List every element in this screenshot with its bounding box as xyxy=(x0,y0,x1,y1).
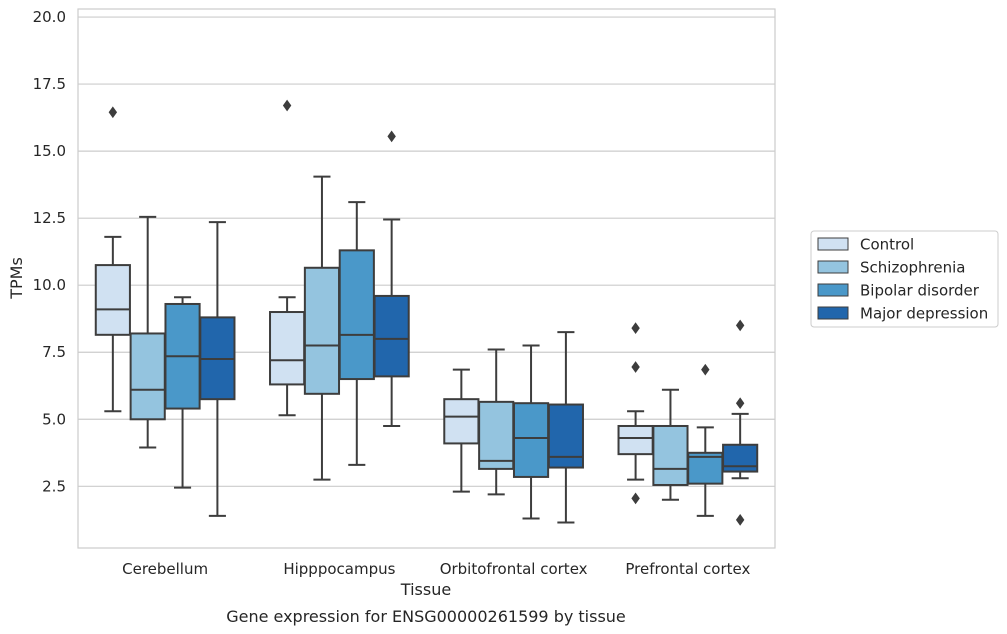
outlier-point xyxy=(631,361,640,373)
legend-swatch xyxy=(817,306,849,320)
x-tick-label: Hipppocampus xyxy=(283,560,395,578)
box-iqr xyxy=(94,264,131,336)
legend-swatch xyxy=(817,260,849,274)
box-series-layer xyxy=(94,99,759,526)
box-group xyxy=(199,221,236,517)
y-tick-label: 5.0 xyxy=(42,410,66,428)
box-group xyxy=(94,106,131,413)
outlier-point xyxy=(108,106,118,119)
box-iqr xyxy=(617,424,654,456)
box-group xyxy=(164,296,201,489)
x-tick-label: Orbitofrontal cortex xyxy=(440,560,588,578)
box-iqr xyxy=(652,424,689,486)
y-tick-label: 20.0 xyxy=(33,8,66,26)
box-group xyxy=(478,348,515,496)
figure-caption: Gene expression for ENSG00000261599 by t… xyxy=(226,607,626,626)
box-iqr xyxy=(129,332,166,421)
x-tick-label: Cerebellum xyxy=(122,560,208,578)
y-tick-label: 17.5 xyxy=(33,75,66,93)
legend-label: Major depression xyxy=(860,305,988,323)
outlier-point xyxy=(631,492,640,505)
outlier-point xyxy=(735,513,745,526)
box-group xyxy=(722,319,759,526)
box-group xyxy=(303,175,341,481)
y-tick-labels: 2.5 5.0 7.5 10.0 12.5 15.0 17.5 20.0 xyxy=(33,8,66,495)
box-group xyxy=(617,322,654,505)
legend: Control Schizophrenia Bipolar disorder Majo… xyxy=(810,230,999,328)
x-tick-label: Prefrontal cortex xyxy=(625,560,750,578)
box-group xyxy=(373,130,410,427)
box-group xyxy=(687,363,724,517)
box-group xyxy=(129,215,166,449)
box-iqr xyxy=(338,249,375,381)
x-tick-labels: Cerebellum Hipppocampus Orbitofrontal cort… xyxy=(122,560,750,578)
legend-label: Schizophrenia xyxy=(860,259,965,277)
y-tick-label: 12.5 xyxy=(33,209,66,227)
box-iqr xyxy=(269,311,306,386)
y-tick-label: 10.0 xyxy=(33,276,66,294)
outlier-point xyxy=(282,99,292,112)
legend-swatch xyxy=(817,283,849,297)
y-tick-label: 15.0 xyxy=(33,142,66,160)
outlier-point xyxy=(735,397,745,410)
legend-label: Control xyxy=(860,236,914,254)
outlier-point xyxy=(735,319,745,332)
box-group xyxy=(338,201,375,466)
box-group xyxy=(652,388,689,501)
legend-label: Bipolar disorder xyxy=(860,282,980,300)
x-axis-title: Tissue xyxy=(400,580,451,599)
legend-swatch xyxy=(817,237,849,251)
box-group xyxy=(512,344,550,520)
box-iqr xyxy=(303,266,341,395)
box-iqr xyxy=(547,403,584,469)
legend-frame xyxy=(810,230,999,328)
y-tick-label: 2.5 xyxy=(42,477,66,495)
box-iqr xyxy=(373,294,410,378)
outlier-point xyxy=(701,363,710,376)
outlier-point xyxy=(631,322,640,334)
y-axis-title: TPMs xyxy=(7,257,26,300)
box-iqr xyxy=(443,398,480,445)
box-iqr xyxy=(512,402,550,478)
box-group xyxy=(443,368,480,493)
plot-area-frame xyxy=(77,8,776,549)
y-tick-label: 7.5 xyxy=(42,343,66,361)
legend-items: Control Schizophrenia Bipolar disorder Majo… xyxy=(817,236,988,323)
outlier-point xyxy=(387,130,396,143)
box-iqr xyxy=(722,443,759,473)
box-iqr xyxy=(478,400,515,470)
box-group xyxy=(547,331,584,524)
box-group xyxy=(269,99,306,417)
